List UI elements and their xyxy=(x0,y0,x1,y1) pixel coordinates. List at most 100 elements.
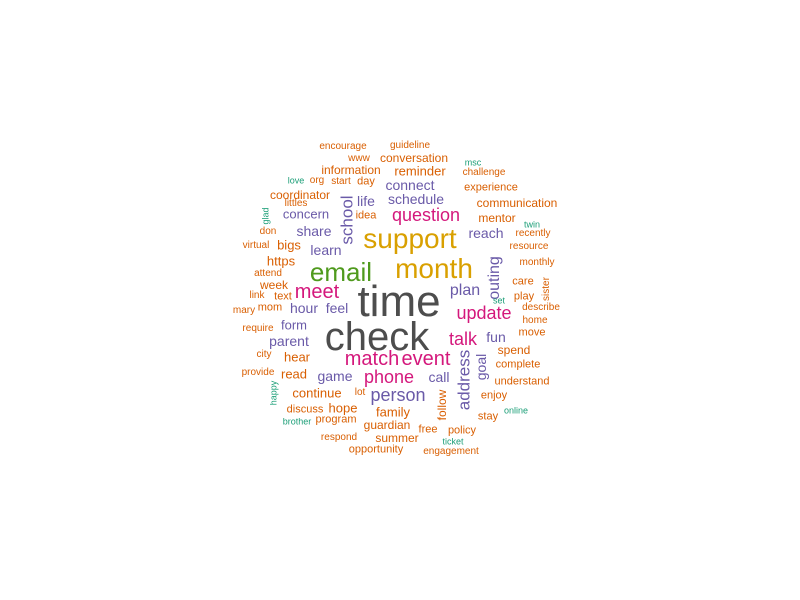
word-sister: sister xyxy=(541,277,552,301)
word-goal: goal xyxy=(473,353,489,381)
word-idea: idea xyxy=(355,209,377,222)
word-brother: brother xyxy=(282,416,312,427)
word-play: play xyxy=(513,290,535,303)
word-enjoy: enjoy xyxy=(480,389,508,402)
word-describe: describe xyxy=(522,302,560,313)
word-email: email xyxy=(309,257,373,287)
word-mary: mary xyxy=(232,305,256,316)
word-littles: littles xyxy=(284,198,308,209)
word-attend: attend xyxy=(254,268,282,279)
word-day: day xyxy=(357,175,375,188)
word-game: game xyxy=(317,368,353,384)
word-read: read xyxy=(280,366,308,382)
word-guideline: guideline xyxy=(389,140,431,151)
word-city: city xyxy=(256,349,272,360)
word-information: information xyxy=(321,163,381,177)
word-move: move xyxy=(518,326,546,339)
word-fun: fun xyxy=(486,329,506,345)
word-feel: feel xyxy=(325,300,349,316)
word-conversation: conversation xyxy=(379,151,449,165)
word-lot: lot xyxy=(354,387,366,398)
word-communication: communication xyxy=(476,196,558,210)
word-guardian: guardian xyxy=(363,418,411,432)
word-reminder: reminder xyxy=(394,163,446,179)
word-love: love xyxy=(287,175,305,186)
word-check: check xyxy=(324,315,430,359)
word-twin: twin xyxy=(523,219,541,230)
word-share: share xyxy=(296,223,332,239)
word-event: event xyxy=(401,348,451,370)
word-match: match xyxy=(344,348,400,370)
word-resource: resource xyxy=(509,241,549,252)
word-msc: msc xyxy=(464,157,482,168)
word-summer: summer xyxy=(375,431,419,445)
word-call: call xyxy=(428,369,450,385)
word-provide: provide xyxy=(241,367,275,378)
word-coordinator: coordinator xyxy=(269,188,331,202)
word-hour: hour xyxy=(289,300,319,316)
word-https: https xyxy=(266,253,296,269)
word-bigs: bigs xyxy=(277,237,301,253)
word-hear: hear xyxy=(283,349,311,365)
word-schedule: schedule xyxy=(387,191,445,207)
word-mentor: mentor xyxy=(478,211,516,225)
word-learn: learn xyxy=(310,242,342,258)
word-month: month xyxy=(395,253,473,284)
word-continue: continue xyxy=(292,385,342,401)
word-hope: hope xyxy=(328,400,358,416)
word-spend: spend xyxy=(497,343,531,357)
word-follow: follow xyxy=(435,389,449,421)
word-understand: understand xyxy=(494,375,550,388)
word-discuss: discuss xyxy=(286,403,324,416)
word-person: person xyxy=(370,385,426,405)
word-parent: parent xyxy=(269,333,309,349)
word-week: week xyxy=(259,278,289,292)
word-school: school xyxy=(337,195,357,245)
word-text: text xyxy=(274,290,292,303)
word-free: free xyxy=(418,423,438,436)
word-www: www xyxy=(348,153,370,164)
word-complete: complete xyxy=(495,358,541,371)
word-org: org xyxy=(309,175,325,186)
word-connect: connect xyxy=(385,177,435,193)
word-policy: policy xyxy=(447,424,477,437)
word-home: home xyxy=(522,315,548,326)
word-family: family xyxy=(376,404,410,420)
word-concern: concern xyxy=(282,206,330,222)
word-program: program xyxy=(315,413,357,426)
word-online: online xyxy=(503,405,529,416)
word-happy: happy xyxy=(268,380,279,406)
word-opportunity: opportunity xyxy=(348,443,404,456)
word-question: question xyxy=(391,205,461,225)
word-respond: respond xyxy=(320,432,358,443)
word-engagement: engagement xyxy=(423,446,479,457)
word-recently: recently xyxy=(515,228,551,239)
word-address: address xyxy=(454,349,474,411)
word-form: form xyxy=(281,317,307,333)
word-start: start xyxy=(331,176,351,187)
word-link: link xyxy=(249,290,265,301)
word-outing: outing xyxy=(486,256,503,300)
word-plan: plan xyxy=(449,282,481,299)
word-monthly: monthly xyxy=(519,257,555,268)
word-virtual: virtual xyxy=(242,240,270,251)
word-ticket: ticket xyxy=(442,436,464,447)
word-life: life xyxy=(357,193,375,209)
word-care: care xyxy=(512,275,534,288)
word-stay: stay xyxy=(477,410,499,423)
word-support: support xyxy=(363,223,457,254)
word-require: require xyxy=(242,323,274,334)
word-glad: glad xyxy=(260,207,271,225)
word-mom: mom xyxy=(257,301,283,314)
word-talk: talk xyxy=(448,329,478,349)
word-don: don xyxy=(259,226,277,237)
word-meet: meet xyxy=(294,281,340,303)
word-phone: phone xyxy=(363,367,415,387)
word-challenge: challenge xyxy=(462,167,506,178)
word-time: time xyxy=(357,277,441,326)
word-encourage: encourage xyxy=(319,141,367,152)
word-reach: reach xyxy=(468,225,504,241)
word-experience: experience xyxy=(464,181,518,194)
word-set: set xyxy=(492,295,506,306)
